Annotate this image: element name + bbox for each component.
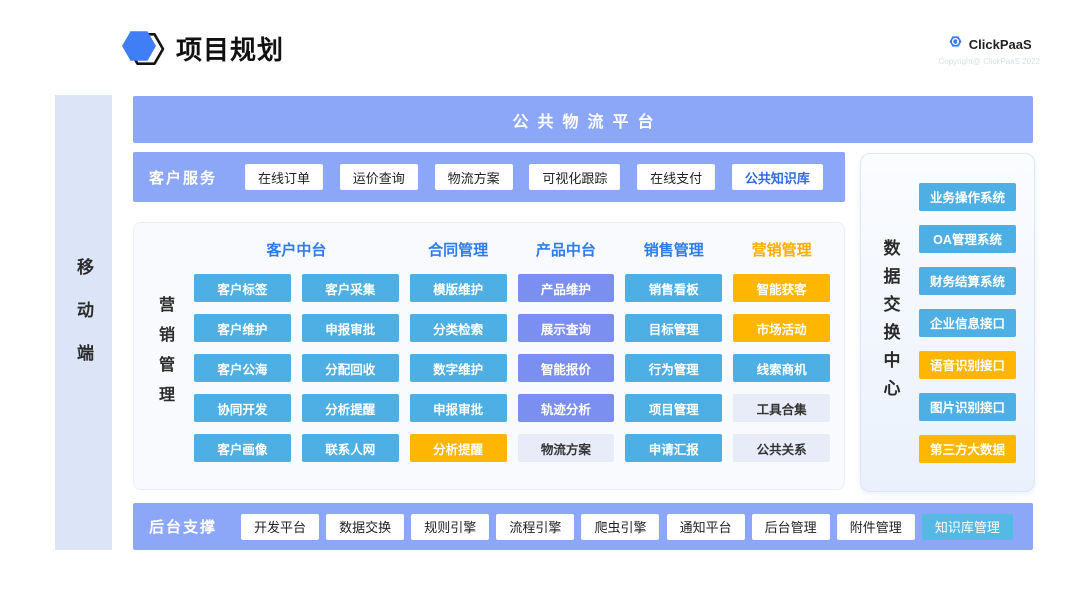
module-cell[interactable]: 项目管理 xyxy=(625,394,723,422)
backend-support-button[interactable]: 知识库管理 xyxy=(921,513,1013,540)
backend-support-button[interactable]: 开发平台 xyxy=(241,513,320,540)
column-headers: 客户中台 合同管理 产品中台 销售管理 营销管理 xyxy=(194,239,830,260)
data-exchange-items: 业务操作系统 OA管理系统 财务结算系统 企业信息接口 语音识别接口 图片识别接… xyxy=(919,154,1034,491)
customer-service-button[interactable]: 运价查询 xyxy=(339,164,418,190)
module-cell[interactable]: 客户采集 xyxy=(301,274,399,302)
module-cell[interactable]: 联系人网 xyxy=(301,434,399,462)
column-header: 营销管理 xyxy=(751,242,812,259)
module-cell[interactable]: 客户公海 xyxy=(194,354,291,382)
customer-service-button[interactable]: 在线订单 xyxy=(245,164,324,190)
module-cell[interactable]: 智能报价 xyxy=(517,354,615,382)
module-cell[interactable]: 销售看板 xyxy=(625,274,723,302)
data-exchange-item[interactable]: 语音识别接口 xyxy=(919,350,1016,379)
data-exchange-panel: 数据交换中心 业务操作系统 OA管理系统 财务结算系统 企业信息接口 语音识别接… xyxy=(860,153,1035,492)
marketing-side-label: 营销管理 xyxy=(156,296,173,416)
customer-service-bar: 客户服务 在线订单 运价查询 物流方案 可视化跟踪 在线支付 公共知识库 xyxy=(133,152,845,202)
mobile-side-strip: 移动端 xyxy=(55,95,112,550)
column-header: 销售管理 xyxy=(643,242,704,259)
module-cell[interactable]: 申请汇报 xyxy=(625,434,723,462)
backend-support-buttons: 开发平台 数据交换 规则引擎 流程引擎 爬虫引擎 通知平台 后台管理 附件管理 … xyxy=(241,513,1013,540)
module-cell[interactable]: 行为管理 xyxy=(625,354,723,382)
data-exchange-item[interactable]: 财务结算系统 xyxy=(919,266,1016,295)
module-cell[interactable]: 智能获客 xyxy=(733,274,830,302)
brand: ClickPaaS Copyright@ ClickPaaS 2022 xyxy=(938,33,1040,66)
backend-support-button[interactable]: 通知平台 xyxy=(666,513,745,540)
module-cell[interactable]: 分析提醒 xyxy=(301,394,399,422)
data-exchange-label: 数据交换中心 xyxy=(880,238,900,407)
backend-support-button[interactable]: 规则引擎 xyxy=(411,513,490,540)
customer-service-button[interactable]: 物流方案 xyxy=(434,164,513,190)
column-header: 产品中台 xyxy=(535,242,596,259)
backend-support-button[interactable]: 流程引擎 xyxy=(496,513,575,540)
marketing-management-panel: 营销管理 客户中台 合同管理 产品中台 销售管理 营销管理 客户标签 xyxy=(133,222,845,490)
module-cell[interactable]: 物流方案 xyxy=(517,434,615,462)
backend-support-button[interactable]: 爬虫引擎 xyxy=(581,513,660,540)
customer-service-button[interactable]: 可视化跟踪 xyxy=(529,164,621,190)
module-cells: 客户标签 客户采集 模版维护 产品维护 销售看板 智能获客 客户维护 申报审批 … xyxy=(194,274,830,462)
module-cell[interactable]: 产品维护 xyxy=(517,274,615,302)
marketing-side-zone: 营销管理 xyxy=(134,223,194,489)
data-exchange-item[interactable]: 业务操作系统 xyxy=(919,182,1016,211)
data-exchange-item[interactable]: OA管理系统 xyxy=(919,224,1016,253)
mobile-side-label: 移动端 xyxy=(74,258,93,387)
module-cell[interactable]: 客户标签 xyxy=(194,274,291,302)
customer-service-button[interactable]: 在线支付 xyxy=(637,164,716,190)
module-cell[interactable]: 申报审批 xyxy=(301,314,399,342)
module-cell[interactable]: 分配回收 xyxy=(301,354,399,382)
customer-service-button[interactable]: 公共知识库 xyxy=(731,164,823,190)
data-exchange-item[interactable]: 图片识别接口 xyxy=(919,392,1016,421)
module-cell[interactable]: 分类检索 xyxy=(409,314,507,342)
module-cell[interactable]: 模版维护 xyxy=(409,274,507,302)
hexagon-logo-icon xyxy=(116,22,166,75)
clickpaas-logo-icon xyxy=(947,33,964,55)
column-header: 合同管理 xyxy=(428,242,489,259)
backend-support-button[interactable]: 附件管理 xyxy=(836,513,915,540)
customer-service-buttons: 在线订单 运价查询 物流方案 可视化跟踪 在线支付 公共知识库 xyxy=(245,164,823,190)
module-cell[interactable]: 工具合集 xyxy=(733,394,830,422)
data-exchange-item[interactable]: 企业信息接口 xyxy=(919,308,1016,337)
module-cell[interactable]: 客户维护 xyxy=(194,314,291,342)
banner-title: 公共物流平台 xyxy=(512,113,663,131)
backend-support-button[interactable]: 数据交换 xyxy=(326,513,405,540)
module-cell[interactable]: 展示查询 xyxy=(517,314,615,342)
module-cell[interactable]: 客户画像 xyxy=(194,434,291,462)
backend-support-button[interactable]: 后台管理 xyxy=(751,513,830,540)
public-logistics-banner: 公共物流平台 xyxy=(133,96,1033,143)
customer-service-label: 客户服务 xyxy=(149,169,218,187)
module-cell[interactable]: 线索商机 xyxy=(733,354,830,382)
module-cell[interactable]: 轨迹分析 xyxy=(517,394,615,422)
brand-name: ClickPaaS xyxy=(968,36,1032,52)
backend-support-label: 后台支撑 xyxy=(149,519,218,536)
module-cell[interactable]: 市场活动 xyxy=(733,314,830,342)
page-title: 项目规划 xyxy=(176,35,285,65)
backend-support-bar: 后台支撑 开发平台 数据交换 规则引擎 流程引擎 爬虫引擎 通知平台 后台管理 … xyxy=(133,503,1033,550)
module-grid-zone: 客户中台 合同管理 产品中台 销售管理 营销管理 客户标签 客户采集 模版维护 xyxy=(194,223,844,489)
module-cell[interactable]: 分析提醒 xyxy=(409,434,507,462)
data-exchange-side-zone: 数据交换中心 xyxy=(861,154,919,491)
brand-copyright: Copyright@ ClickPaaS 2022 xyxy=(938,57,1040,66)
module-cell[interactable]: 数字维护 xyxy=(409,354,507,382)
column-header: 客户中台 xyxy=(266,242,327,259)
data-exchange-item[interactable]: 第三方大数据 xyxy=(919,434,1016,463)
module-cell[interactable]: 申报审批 xyxy=(409,394,507,422)
module-cell[interactable]: 公共关系 xyxy=(733,434,830,462)
module-cell[interactable]: 目标管理 xyxy=(625,314,723,342)
module-cell[interactable]: 协同开发 xyxy=(194,394,291,422)
